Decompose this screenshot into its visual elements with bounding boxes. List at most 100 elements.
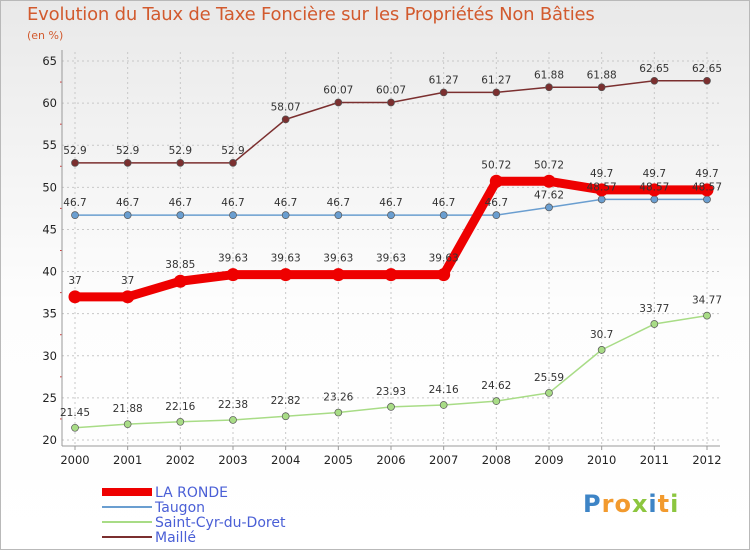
data-label-saint-cyr-du-doret: 21.88 <box>113 403 143 415</box>
data-point-taugon <box>439 211 448 219</box>
data-label-taugon: 46.7 <box>169 197 192 209</box>
data-label-la-ronde: 49.7 <box>695 168 718 180</box>
data-label-maill-: 61.88 <box>534 69 564 81</box>
data-label-maill-: 61.27 <box>429 74 459 86</box>
data-label-maill-: 52.9 <box>63 145 86 157</box>
logo-letter: P <box>583 490 602 518</box>
data-label-la-ronde: 37 <box>68 275 81 287</box>
data-point-la-ronde <box>542 174 556 188</box>
data-label-la-ronde: 39.63 <box>429 253 459 265</box>
legend-label-saint-cyr-du-doret: Saint-Cyr-du-Doret <box>155 515 286 531</box>
y-tick-label: 50 <box>42 180 57 194</box>
data-label-taugon: 46.7 <box>379 197 402 209</box>
data-label-saint-cyr-du-doret: 24.62 <box>481 380 511 392</box>
data-label-la-ronde: 39.63 <box>323 253 353 265</box>
x-tick-label: 2009 <box>534 453 563 467</box>
data-label-maill-: 52.9 <box>116 145 139 157</box>
x-tick-label: 2010 <box>587 453 616 467</box>
x-tick-label: 2012 <box>692 453 721 467</box>
data-point-saint-cyr-du-doret <box>703 311 711 320</box>
data-label-maill-: 52.9 <box>169 145 192 157</box>
data-label-la-ronde: 49.7 <box>643 168 666 180</box>
x-tick-label: 2001 <box>113 453 142 467</box>
logo-letter: t <box>657 490 671 518</box>
x-tick-label: 2000 <box>60 453 89 467</box>
data-point-la-ronde <box>279 268 293 282</box>
data-point-la-ronde <box>595 183 609 197</box>
data-point-la-ronde <box>68 290 82 304</box>
data-point-saint-cyr-du-doret <box>123 420 132 429</box>
data-label-taugon: 46.7 <box>63 197 86 209</box>
data-label-saint-cyr-du-doret: 22.38 <box>218 399 248 411</box>
data-label-la-ronde: 37 <box>121 275 134 287</box>
data-point-la-ronde <box>173 274 187 288</box>
data-point-saint-cyr-du-doret <box>597 346 606 354</box>
data-label-taugon: 46.7 <box>116 197 139 209</box>
y-tick-label: 55 <box>42 138 57 152</box>
unit-label: (en %) <box>27 29 64 42</box>
axes: 20 25 30 35 40 45 50 55 60 65 2000 2001 2002 2003 2004… <box>42 50 722 467</box>
data-point-saint-cyr-du-doret <box>492 397 501 405</box>
data-labels: 52.9 52.9 52.9 52.9 58.07 60.07 60.07 61.27 61.2… <box>60 63 722 419</box>
logo-letter: o <box>614 490 632 518</box>
data-point-maill- <box>439 88 448 97</box>
data-point-maill- <box>492 88 501 97</box>
data-point-saint-cyr-du-doret <box>545 389 553 397</box>
y-tick-label: 40 <box>42 265 57 279</box>
data-label-maill-: 62.65 <box>692 63 722 75</box>
data-label-la-ronde: 39.63 <box>271 253 301 265</box>
data-label-taugon: 48.57 <box>692 181 722 193</box>
data-label-saint-cyr-du-doret: 22.16 <box>165 401 195 413</box>
data-label-maill-: 60.07 <box>376 85 406 97</box>
data-label-taugon: 46.7 <box>485 197 508 209</box>
data-point-la-ronde <box>647 183 661 197</box>
data-point-saint-cyr-du-doret <box>387 403 395 411</box>
data-point-la-ronde <box>226 268 240 282</box>
data-label-saint-cyr-du-doret: 24.16 <box>429 384 459 396</box>
logo-letter: i <box>648 490 658 518</box>
data-point-taugon <box>229 211 237 219</box>
x-tick-label: 2007 <box>429 453 458 467</box>
data-point-taugon <box>71 211 79 219</box>
y-tick-label: 20 <box>42 433 57 447</box>
grid <box>62 52 720 446</box>
data-point-la-ronde <box>437 268 451 282</box>
data-point-maill- <box>334 98 343 107</box>
logo-letter: x <box>631 490 649 518</box>
x-tick-label: 2003 <box>218 453 247 467</box>
data-point-saint-cyr-du-doret <box>281 412 290 421</box>
data-point-maill- <box>229 159 237 167</box>
y-tick-label: 65 <box>42 54 57 68</box>
data-label-maill-: 52.9 <box>221 145 244 157</box>
data-point-saint-cyr-du-doret <box>439 401 448 409</box>
data-point-taugon <box>492 211 501 219</box>
logo-letter: i <box>670 490 680 518</box>
data-label-taugon: 46.7 <box>274 197 297 209</box>
data-point-saint-cyr-du-doret <box>71 423 79 432</box>
chart-title: Evolution du Taux de Taxe Foncière sur l… <box>27 4 595 25</box>
data-label-maill-: 61.88 <box>587 69 617 81</box>
legend-label-taugon: Taugon <box>154 500 205 516</box>
data-point-la-ronde <box>331 268 345 282</box>
data-label-saint-cyr-du-doret: 23.93 <box>376 386 406 398</box>
proxiti-logo: Proxiti <box>583 490 679 518</box>
data-point-la-ronde <box>489 174 503 188</box>
data-point-taugon <box>387 211 395 219</box>
data-point-saint-cyr-du-doret <box>334 408 343 417</box>
data-label-taugon: 46.7 <box>221 197 244 209</box>
x-tick-label: 2006 <box>376 453 405 467</box>
data-point-saint-cyr-du-doret <box>176 417 185 426</box>
legend-label-la-ronde: LA RONDE <box>155 485 228 501</box>
x-tick-label: 2011 <box>640 453 669 467</box>
legend-label-maill-: Maillé <box>155 530 196 546</box>
x-tick-label: 2008 <box>482 453 511 467</box>
data-label-saint-cyr-du-doret: 25.59 <box>534 372 564 384</box>
data-label-la-ronde: 50.72 <box>481 159 511 171</box>
data-point-maill- <box>281 115 290 124</box>
data-point-saint-cyr-du-doret <box>229 416 237 424</box>
data-label-saint-cyr-du-doret: 33.77 <box>639 303 669 315</box>
data-label-maill-: 60.07 <box>323 85 353 97</box>
y-tick-label: 25 <box>42 391 57 405</box>
data-point-saint-cyr-du-doret <box>650 320 659 328</box>
data-label-la-ronde: 49.7 <box>590 168 613 180</box>
